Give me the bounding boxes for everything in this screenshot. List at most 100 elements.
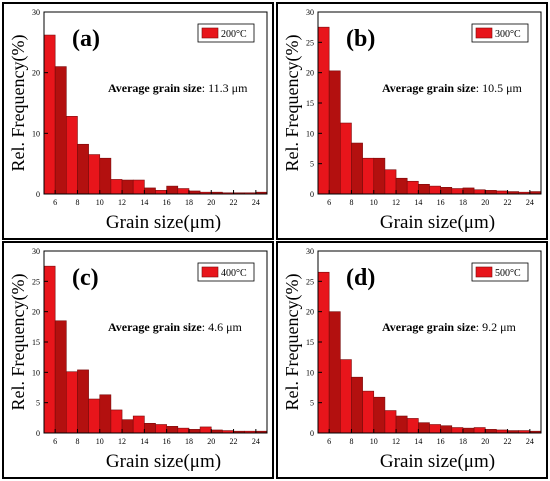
bar [328, 311, 341, 434]
legend: 400°C [197, 262, 255, 282]
annotation-label: Average grain size [108, 320, 202, 334]
bar [440, 187, 453, 195]
x-tick-label: 14 [414, 437, 422, 446]
y-tick-label: 30 [306, 8, 314, 17]
bar [395, 415, 408, 434]
bar [339, 359, 352, 434]
legend-label: 400°C [221, 268, 247, 279]
panel-label: (d) [346, 265, 375, 291]
bar [406, 180, 419, 195]
legend-swatch [475, 27, 493, 39]
annotation-label: Average grain size [382, 320, 476, 334]
x-tick-label: 6 [327, 437, 331, 446]
y-tick-label: 20 [306, 69, 314, 78]
average-grain-size-annotation: Average grain size: 10.5 μm [382, 81, 523, 95]
x-tick-label: 18 [459, 437, 467, 446]
chart-panel-b: 6 8 10 12 14 16 18 20 22 24 0 5 10 15 20 25 30 Grain size… [276, 2, 548, 240]
bar [429, 185, 441, 195]
panel-label: (a) [72, 26, 100, 52]
bar [406, 418, 419, 434]
bar [65, 371, 78, 434]
bar [188, 429, 201, 434]
annotation-value: : 4.6 μm [202, 320, 243, 334]
x-axis-label: Grain size(μm) [106, 212, 221, 233]
panel-label: (b) [346, 26, 375, 52]
x-tick-label: 8 [349, 198, 353, 207]
bar [351, 142, 363, 195]
x-tick-label: 6 [53, 198, 57, 207]
bar [418, 422, 430, 434]
x-tick-label: 20 [481, 437, 489, 446]
bar [317, 26, 330, 195]
annotation-value: : 11.3 μm [202, 81, 248, 95]
legend-label: 500°C [495, 268, 521, 279]
y-tick-label: 20 [306, 308, 314, 317]
x-tick-label: 24 [526, 437, 534, 446]
bar [473, 427, 486, 434]
bar [65, 116, 78, 195]
bar [166, 426, 179, 434]
chart-panel-a: 6 8 10 12 14 16 18 20 22 24 0 10 20 30 Grain size(μm) R… [2, 2, 274, 240]
annotation-value: : 9.2 μm [476, 320, 517, 334]
x-tick-label: 18 [185, 437, 193, 446]
y-tick-label: 0 [36, 429, 40, 438]
bar [362, 157, 375, 195]
x-tick-label: 14 [140, 198, 148, 207]
annotation-value: : 10.5 μm [476, 81, 523, 95]
plot-frame [43, 11, 268, 195]
bar [384, 169, 397, 195]
bar [339, 122, 352, 195]
y-tick-label: 10 [32, 129, 40, 138]
y-tick-label: 25 [306, 277, 314, 286]
bar [155, 190, 167, 195]
x-tick-label: 24 [252, 437, 260, 446]
bar [54, 66, 67, 195]
bar [451, 427, 464, 434]
bar [144, 422, 156, 434]
y-tick-label: 25 [32, 277, 40, 286]
chart-svg: 6 8 10 12 14 16 18 20 22 24 0 5 10 15 20 25 30 Grain size… [282, 8, 542, 233]
x-tick-label: 10 [96, 198, 104, 207]
x-tick-label: 8 [75, 198, 79, 207]
chart-svg: 6 8 10 12 14 16 18 20 22 24 0 10 20 30 Grain size(μm) R… [8, 8, 268, 233]
bar [132, 179, 145, 195]
bar [373, 396, 386, 434]
x-tick-label: 12 [118, 198, 126, 207]
x-tick-label: 10 [370, 437, 378, 446]
x-axis-label: Grain size(μm) [380, 212, 495, 233]
x-tick-label: 16 [437, 437, 445, 446]
x-tick-label: 22 [504, 437, 512, 446]
y-tick-label: 15 [306, 99, 314, 108]
bar [395, 177, 408, 195]
bar [328, 70, 341, 195]
x-tick-label: 14 [140, 437, 148, 446]
x-tick-label: 18 [459, 198, 467, 207]
legend: 200°C [197, 23, 255, 43]
bar [484, 429, 497, 434]
y-tick-label: 20 [32, 69, 40, 78]
y-tick-label: 30 [32, 247, 40, 256]
bar [110, 179, 123, 195]
x-tick-label: 18 [185, 198, 193, 207]
legend-label: 300°C [495, 29, 521, 40]
x-tick-label: 20 [481, 198, 489, 207]
annotation-label: Average grain size [108, 81, 202, 95]
bar [43, 34, 56, 195]
y-axis-label: Rel. Frequency(%) [8, 274, 29, 411]
bar [362, 390, 375, 434]
y-tick-label: 5 [310, 399, 314, 408]
x-tick-label: 16 [163, 198, 171, 207]
bar [351, 376, 363, 434]
y-tick-label: 5 [310, 160, 314, 169]
bar [462, 427, 475, 434]
bar [199, 426, 212, 434]
x-tick-label: 22 [504, 198, 512, 207]
x-tick-label: 22 [230, 437, 238, 446]
y-tick-label: 0 [310, 429, 314, 438]
bar [77, 143, 89, 195]
bar [166, 185, 179, 195]
bar [373, 157, 386, 195]
y-axis-label: Rel. Frequency(%) [282, 35, 303, 172]
y-tick-label: 0 [36, 190, 40, 199]
panel-label: (c) [72, 265, 99, 291]
